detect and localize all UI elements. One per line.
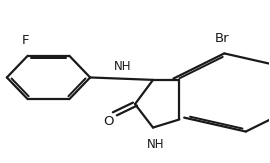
Text: NH: NH xyxy=(147,138,164,151)
Text: F: F xyxy=(22,34,29,47)
Text: Br: Br xyxy=(214,31,229,44)
Text: O: O xyxy=(103,115,113,128)
Text: NH: NH xyxy=(114,60,132,73)
